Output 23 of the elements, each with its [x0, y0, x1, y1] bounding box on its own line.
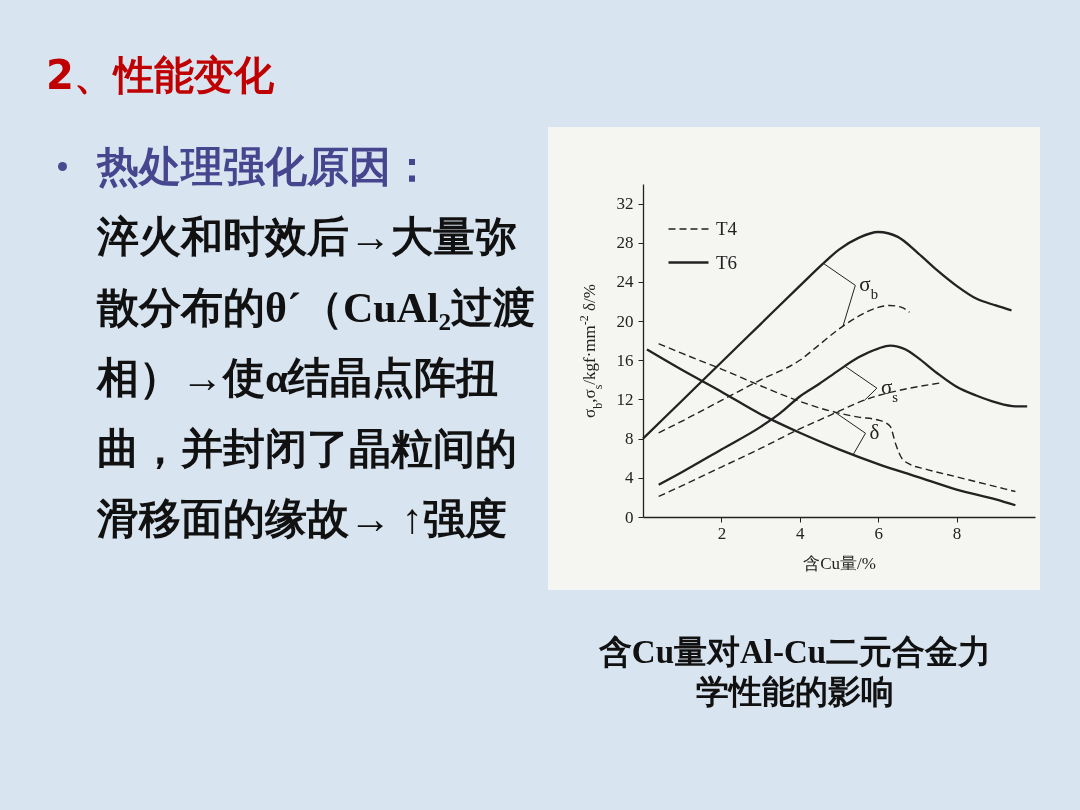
x-axis-title: 含Cu量/%: [803, 553, 876, 573]
y-tick-label: 32: [616, 194, 634, 214]
y-tick-label: 0: [625, 507, 634, 527]
y-tick-label: 8: [625, 429, 634, 449]
y-tick-label: 24: [616, 272, 634, 292]
text: 含Cu量对Al-Cu二元合金力学性能的影响: [597, 633, 993, 712]
y-tick-label: 16: [616, 350, 634, 370]
x-tick-label: 4: [796, 523, 806, 543]
x-tick-label: 2: [717, 523, 727, 543]
text: 淬火和时效后→大量弥散分布的θ´（CuAl₂过渡相）→使α结晶点阵扭曲，并封闭了晶粒间的滑移面的缘故→ ↑强度: [97, 213, 537, 544]
legend-label: T6: [716, 251, 738, 273]
y-tick-label: 12: [616, 389, 634, 409]
text: 2、性能变化: [46, 52, 274, 98]
text: 热处理强化原因：: [97, 143, 433, 192]
legend-label: T4: [716, 218, 738, 239]
y-tick-label: 4: [625, 468, 634, 488]
x-tick-label: 6: [874, 523, 883, 543]
annotation: δ: [869, 420, 880, 445]
annotation: σ$_{b}$: [859, 272, 878, 303]
y-tick-label: 28: [616, 233, 634, 253]
x-tick-label: 8: [952, 523, 962, 543]
y-tick-label: 20: [616, 311, 634, 331]
annotation: σ$_{s}$: [880, 375, 899, 406]
